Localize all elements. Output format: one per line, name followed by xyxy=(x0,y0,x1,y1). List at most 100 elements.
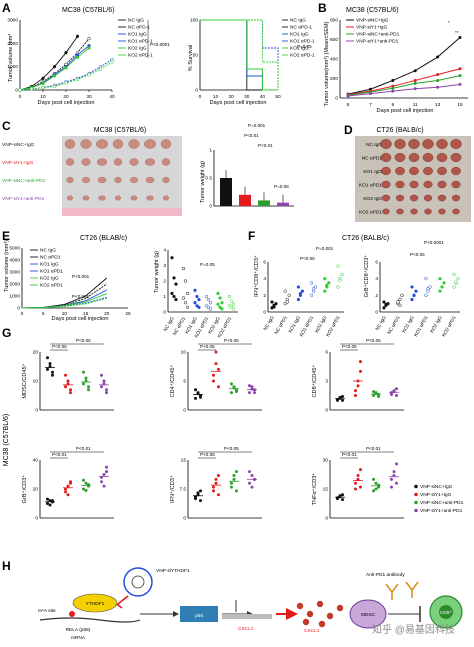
panel-a-survival-plot: 0 50 100 0 10 20 30 40 50 xyxy=(190,18,281,101)
pf2-point xyxy=(410,285,414,289)
pc-bar xyxy=(220,178,232,206)
panel-c-tumor xyxy=(80,139,92,149)
panel-c-tumors xyxy=(64,139,172,201)
pg-y-tick: 0 xyxy=(183,408,186,414)
pf2-point xyxy=(452,285,456,289)
pc-y-tick: 1 xyxy=(209,148,212,154)
pf1-point xyxy=(283,289,287,293)
pe-x-tick: 15 xyxy=(83,311,89,317)
pf2-point xyxy=(398,297,402,302)
pf2-point xyxy=(424,277,428,281)
pe-y-tick: 1000 xyxy=(9,294,20,300)
pg-point xyxy=(66,379,70,383)
pg-point xyxy=(199,489,202,493)
pa-point xyxy=(64,66,68,70)
pg-point xyxy=(390,485,393,489)
cxcl1-dot xyxy=(336,604,344,612)
panel-d-row-labels: NC IgG NC αPD1 KO1 IgG KO1 αPD1 KO2 IgG KO2 α… xyxy=(359,142,382,216)
pg-point xyxy=(248,384,251,388)
cd8-nucleus xyxy=(439,605,453,619)
pa-x-tick-label: 10 xyxy=(40,94,46,100)
pa-surv-y-tick: 100 xyxy=(190,18,198,24)
pa-series-line xyxy=(19,36,78,91)
pa-surv-x-tick: 20 xyxy=(229,94,235,100)
pg-p-value: P<0.05 xyxy=(200,452,215,457)
pb-x-tick: 5 xyxy=(347,102,350,108)
panel-e: CT26 (BLAB/c) Tumor volume (mm³) Days po… xyxy=(4,235,238,339)
panel-c-row-3: VNP-siNC+anti-PD1 xyxy=(2,178,46,184)
pg-legend-item: VNP-siNC+anti-PD1 xyxy=(420,500,464,506)
panel-d-tumor xyxy=(381,180,391,189)
cxcl1-protein-dots xyxy=(296,600,344,628)
pf1-point xyxy=(287,293,291,297)
panel-a-title: MC38 (C57BL/6) xyxy=(62,7,115,14)
pg-point xyxy=(217,385,220,389)
pe-w-point xyxy=(197,297,201,302)
pg-point xyxy=(356,477,360,481)
pg-y-tick: 6 xyxy=(325,350,328,356)
pg-point xyxy=(338,494,342,498)
panel-a-p-value-1: P<0.0001 xyxy=(150,42,170,47)
pb-point xyxy=(458,67,462,71)
pg-y-tick: 3 xyxy=(325,379,328,385)
panel-c-tumor xyxy=(146,195,154,201)
panel-d-tumor xyxy=(437,166,447,176)
pb-legend-item: VNP-siNC+IgG xyxy=(356,18,389,24)
pg-point xyxy=(64,487,67,491)
pf1-point xyxy=(340,272,344,277)
pf2-point xyxy=(442,281,446,285)
pg-point xyxy=(82,370,85,374)
pb-y-tick: 800 xyxy=(330,18,338,24)
p65-box xyxy=(180,606,218,622)
pg-point xyxy=(105,470,108,474)
panel-d-tumor xyxy=(409,166,419,176)
pg-y-tick: 0 xyxy=(325,516,328,522)
pg-point xyxy=(341,394,344,398)
pf2-y-tick: 2 xyxy=(375,293,378,299)
pe-w-point xyxy=(197,305,201,310)
pg-y-tick: 40 xyxy=(33,458,39,464)
pc-y-tick: 0.5 xyxy=(205,176,212,182)
pa-series-line xyxy=(19,38,90,91)
pg-point xyxy=(374,392,378,396)
pa-x-tick-label: 30 xyxy=(86,94,92,100)
pe-w-point xyxy=(181,296,186,300)
p65-label: p65 xyxy=(195,613,203,619)
panel-d-tumor xyxy=(423,166,433,176)
pf2-y-tick: 6 xyxy=(375,260,378,266)
pe-x-tick: 0 xyxy=(21,311,24,317)
panel-d-tumor xyxy=(395,180,405,189)
pg-point xyxy=(64,385,67,389)
pg-y-tick: 20 xyxy=(33,487,39,493)
pf1-point xyxy=(309,281,314,285)
pb-point xyxy=(436,78,440,82)
pg-point xyxy=(395,394,398,397)
pg-point xyxy=(214,481,218,485)
panel-a-surv-xlabel: Days post cell injection xyxy=(210,100,267,106)
panel-d-tumor xyxy=(408,139,420,149)
vnp-circle xyxy=(123,567,153,597)
pe-w-point xyxy=(174,282,178,286)
pe-w-point xyxy=(193,288,197,292)
pf2-point xyxy=(426,287,430,291)
pg-point xyxy=(66,493,70,497)
pg-p-value: P<0.05 xyxy=(366,338,381,343)
panel-b-title: MC38 (C57BL/6) xyxy=(346,7,399,14)
pg-point xyxy=(336,496,339,500)
pg-point xyxy=(82,487,85,491)
pg-point xyxy=(235,389,238,393)
pg-point xyxy=(212,379,215,383)
ythdf1-protein xyxy=(72,593,118,613)
pg-y-tick: 0 xyxy=(35,408,38,414)
pg-point xyxy=(64,373,67,377)
panel-d-tumor xyxy=(451,194,461,202)
panel-d-tumor xyxy=(451,180,461,189)
panel-c-tumor xyxy=(66,176,74,184)
cxcl1-protein-label: CXCL1 xyxy=(304,628,320,634)
pg-point xyxy=(395,387,398,391)
pg-point xyxy=(356,473,360,477)
pb-legend-item: VNP-siY1+IgG xyxy=(356,25,388,31)
panel-c-tumor xyxy=(81,176,90,184)
pe-series-line xyxy=(21,277,108,309)
